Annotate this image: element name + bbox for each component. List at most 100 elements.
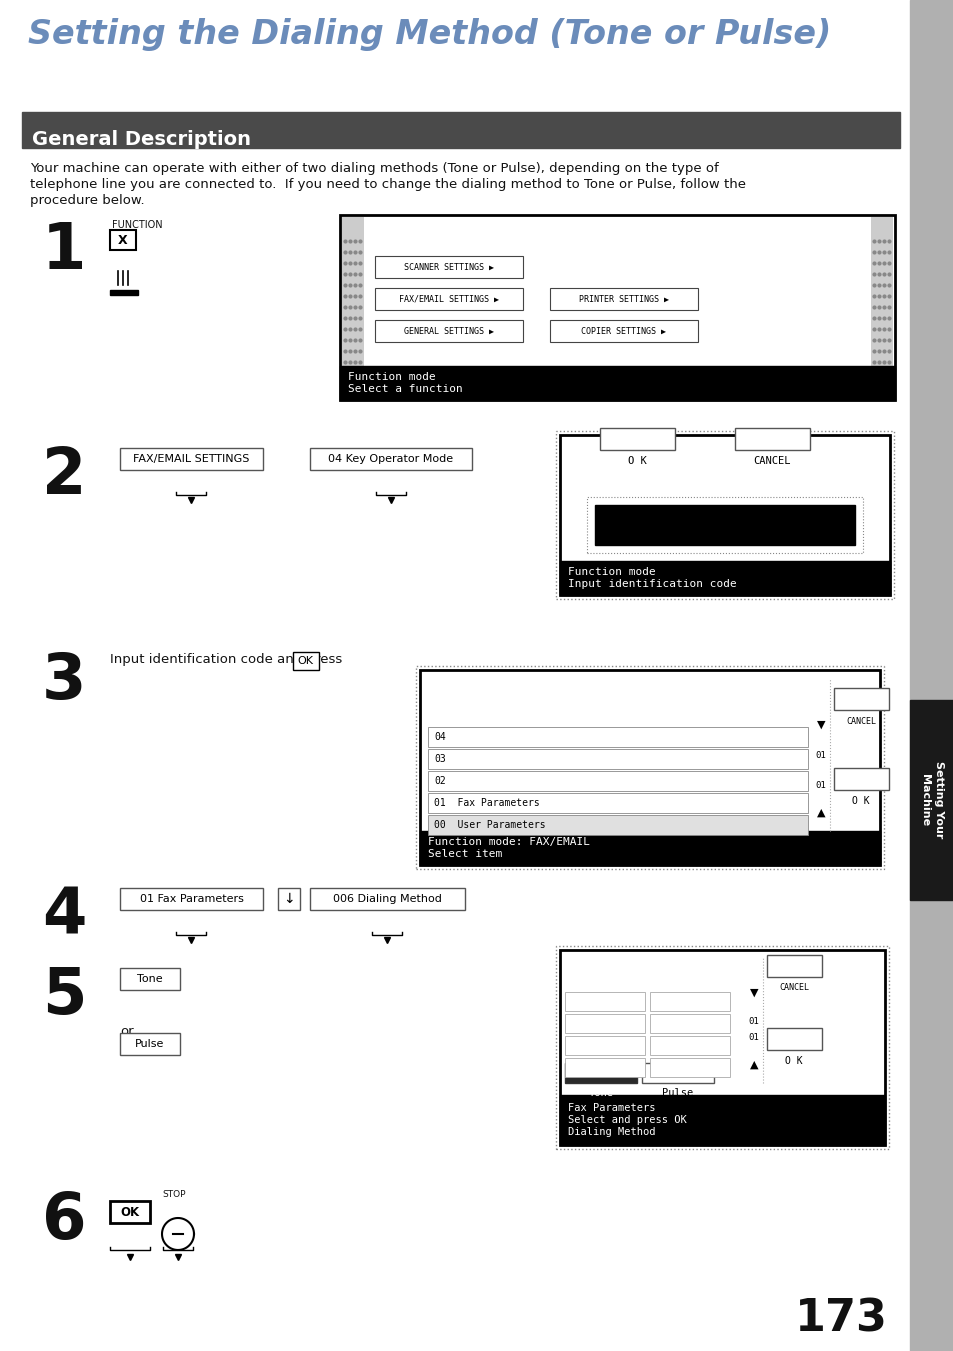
Bar — [564, 1015, 644, 1034]
Bar — [428, 771, 807, 790]
Bar — [586, 497, 862, 553]
Bar — [564, 1058, 644, 1077]
Bar — [559, 950, 884, 1146]
Bar — [649, 1015, 729, 1034]
Text: X: X — [118, 234, 128, 246]
Bar — [310, 449, 472, 470]
Text: General Description: General Description — [32, 130, 251, 149]
Bar — [375, 320, 522, 342]
Text: 4: 4 — [42, 885, 87, 947]
Text: 01: 01 — [815, 781, 825, 789]
Text: Fax Parameters
Select and press OK
Dialing Method: Fax Parameters Select and press OK Diali… — [567, 1102, 686, 1138]
Text: FAX/EMAIL SETTINGS: FAX/EMAIL SETTINGS — [133, 454, 250, 463]
Bar — [375, 255, 522, 278]
Bar — [277, 888, 299, 911]
Bar — [833, 688, 888, 711]
Text: ▲: ▲ — [816, 808, 824, 817]
Bar — [599, 428, 675, 450]
Text: 2: 2 — [42, 444, 87, 507]
Text: O K: O K — [784, 1056, 802, 1066]
Text: OK: OK — [297, 657, 314, 666]
Text: telephone line you are connected to.  If you need to change the dialing method t: telephone line you are connected to. If … — [30, 178, 745, 190]
Text: GENERAL SETTINGS ▶: GENERAL SETTINGS ▶ — [403, 327, 494, 335]
Text: Setting Your
Machine: Setting Your Machine — [920, 762, 943, 839]
Text: .: . — [320, 653, 325, 666]
Text: or: or — [120, 1025, 133, 1038]
Bar — [310, 888, 464, 911]
Bar — [559, 435, 889, 594]
Text: PRINTER SETTINGS ▶: PRINTER SETTINGS ▶ — [578, 295, 668, 304]
Bar — [564, 1063, 637, 1084]
Bar — [564, 1036, 644, 1055]
Bar — [734, 428, 809, 450]
Bar — [428, 748, 807, 769]
Bar — [559, 561, 889, 594]
Text: O K: O K — [851, 796, 869, 807]
Text: ▲: ▲ — [749, 1061, 758, 1070]
Bar — [110, 290, 138, 295]
Text: Tone: Tone — [588, 1088, 613, 1098]
Text: SCANNER SETTINGS ▶: SCANNER SETTINGS ▶ — [403, 262, 494, 272]
Text: Function mode
Select a function: Function mode Select a function — [348, 372, 462, 394]
Bar — [595, 505, 854, 544]
Text: 3: 3 — [42, 650, 87, 712]
Text: 6: 6 — [42, 1190, 87, 1252]
Text: 01  Fax Parameters: 01 Fax Parameters — [434, 798, 539, 808]
Text: 01: 01 — [815, 751, 825, 759]
Bar — [550, 288, 698, 309]
Bar — [428, 793, 807, 813]
Text: Function mode: FAX/EMAIL
Select item: Function mode: FAX/EMAIL Select item — [428, 836, 589, 859]
Bar — [110, 230, 136, 250]
Bar — [120, 449, 263, 470]
Bar — [293, 653, 318, 670]
Bar — [649, 1036, 729, 1055]
Text: Function mode
Input identification code: Function mode Input identification code — [567, 567, 736, 589]
Bar — [559, 1096, 884, 1146]
Bar — [833, 767, 888, 790]
Text: 173: 173 — [794, 1297, 887, 1340]
Text: ▼: ▼ — [749, 988, 758, 998]
Text: 04 Key Operator Mode: 04 Key Operator Mode — [328, 454, 453, 463]
Text: 03: 03 — [434, 754, 445, 765]
Bar — [641, 1063, 713, 1084]
Bar — [428, 815, 807, 835]
Bar — [909, 0, 953, 1351]
Bar — [120, 888, 263, 911]
Text: CANCEL: CANCEL — [753, 457, 790, 466]
Text: Your machine can operate with either of two dialing methods (Tone or Pulse), dep: Your machine can operate with either of … — [30, 162, 718, 176]
Text: FAX/EMAIL SETTINGS ▶: FAX/EMAIL SETTINGS ▶ — [398, 295, 498, 304]
Text: ↓: ↓ — [283, 892, 294, 907]
Text: 5: 5 — [42, 965, 87, 1027]
Bar — [766, 1028, 821, 1050]
Bar — [649, 1058, 729, 1077]
Text: Pulse: Pulse — [661, 1088, 693, 1098]
Bar — [564, 992, 644, 1011]
Text: O K: O K — [627, 457, 646, 466]
Text: 01: 01 — [748, 1034, 759, 1043]
Bar — [375, 288, 522, 309]
Text: procedure below.: procedure below. — [30, 195, 145, 207]
Text: 00  User Parameters: 00 User Parameters — [434, 820, 545, 830]
Bar — [766, 955, 821, 977]
Bar — [341, 218, 364, 366]
Text: ▼: ▼ — [816, 720, 824, 730]
Text: 02: 02 — [434, 775, 445, 786]
Bar — [416, 666, 883, 869]
Text: 04: 04 — [434, 732, 445, 742]
Bar — [110, 1201, 150, 1223]
Bar — [120, 969, 180, 990]
Bar — [428, 727, 807, 747]
Text: Tone: Tone — [137, 974, 163, 984]
Bar — [22, 112, 899, 149]
Bar — [120, 1034, 180, 1055]
Bar — [649, 992, 729, 1011]
Text: Setting the Dialing Method (Tone or Pulse): Setting the Dialing Method (Tone or Puls… — [28, 18, 830, 51]
Bar — [870, 218, 892, 366]
Bar — [556, 431, 893, 598]
Text: 1: 1 — [42, 220, 87, 282]
Text: Input identification code and press: Input identification code and press — [110, 653, 346, 666]
Bar — [419, 831, 879, 865]
Text: STOP: STOP — [162, 1190, 185, 1198]
Text: 01 Fax Parameters: 01 Fax Parameters — [139, 894, 243, 904]
Text: 01: 01 — [748, 1017, 759, 1027]
